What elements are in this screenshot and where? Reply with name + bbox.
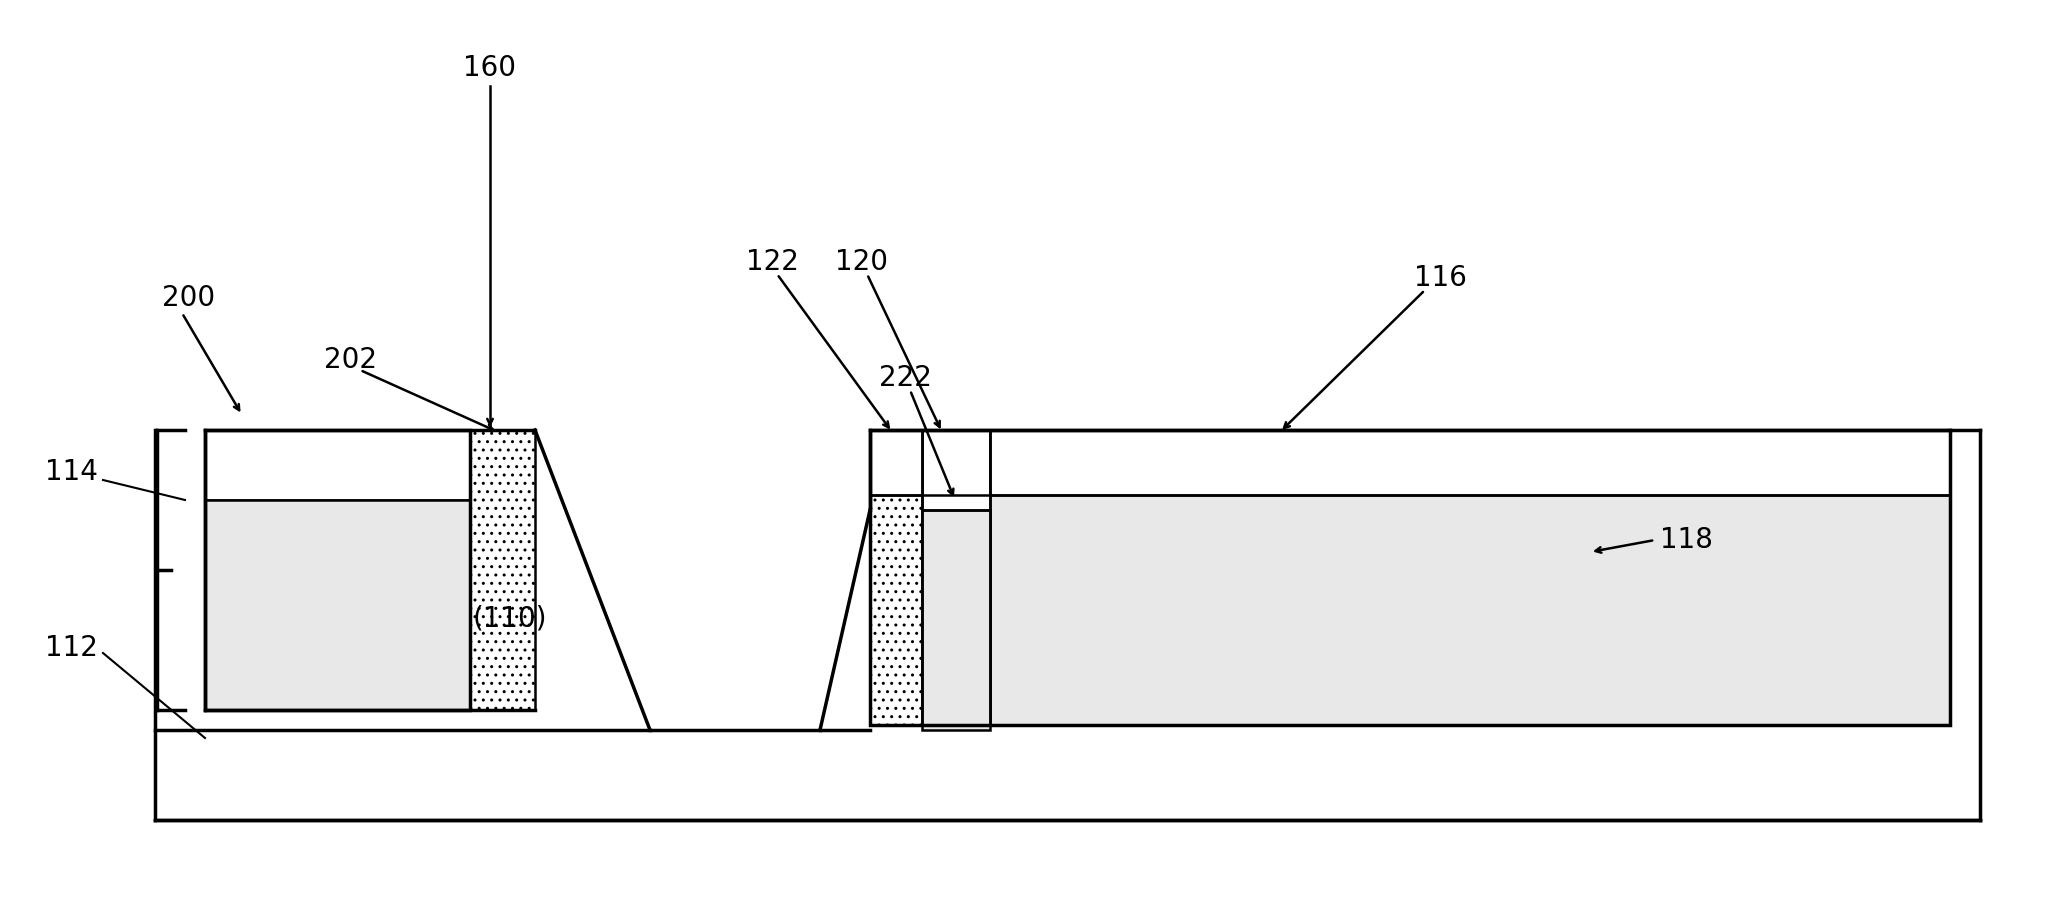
- Bar: [870, 430, 922, 495]
- Text: 118: 118: [1660, 526, 1714, 554]
- Text: 122: 122: [746, 248, 798, 276]
- Bar: [205, 500, 469, 710]
- Bar: [205, 430, 469, 500]
- Text: 160: 160: [463, 54, 517, 82]
- Text: 202: 202: [325, 346, 376, 374]
- Text: 222: 222: [878, 364, 932, 392]
- Bar: [922, 510, 990, 730]
- Text: 114: 114: [45, 458, 97, 486]
- Bar: [870, 430, 1949, 725]
- Text: 120: 120: [835, 248, 889, 276]
- Bar: [205, 430, 469, 710]
- Text: 112: 112: [45, 634, 97, 662]
- Text: (110): (110): [473, 604, 548, 632]
- Bar: [469, 430, 535, 710]
- Text: 200: 200: [161, 284, 215, 312]
- Bar: [990, 430, 1949, 495]
- Bar: [990, 430, 1949, 725]
- Bar: [870, 430, 922, 725]
- Text: 116: 116: [1414, 264, 1466, 292]
